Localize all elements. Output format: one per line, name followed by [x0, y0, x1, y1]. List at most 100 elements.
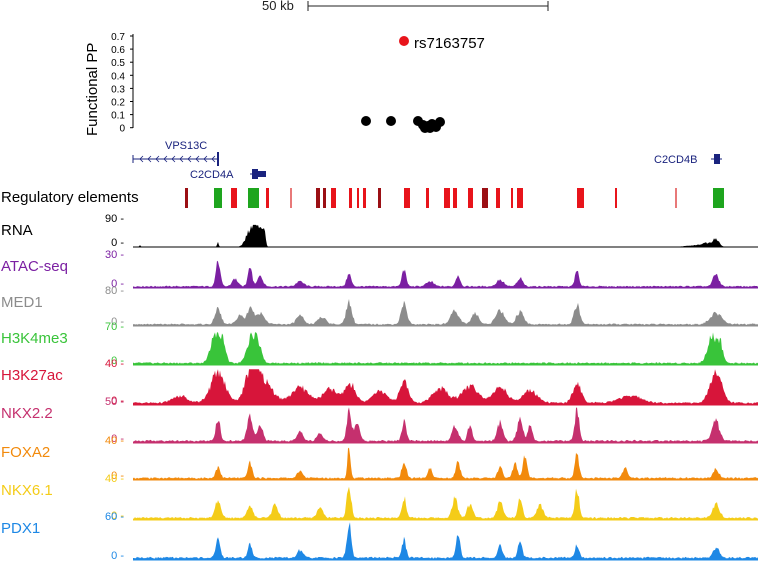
track-signal: [133, 407, 758, 443]
track-signal: [133, 224, 758, 247]
track-atac-seq: ATAC-seq 30 - 0 -: [1, 249, 758, 290]
track-zero-label: 0 -: [111, 470, 124, 482]
pp-tick-label: 0.7: [111, 32, 125, 43]
track-signal: [133, 332, 758, 365]
gene-label-vps13c: VPS13C: [165, 140, 207, 152]
regulatory-element: [404, 188, 410, 208]
track-max-label: 30 -: [105, 249, 124, 261]
regulatory-element: [378, 188, 381, 208]
regulatory-element: [468, 188, 473, 208]
regulatory-element: [444, 188, 450, 208]
regulatory-element: [482, 188, 488, 208]
regulatory-element: [323, 188, 326, 208]
track-signal: [133, 369, 758, 405]
pp-tick-label: 0.5: [111, 58, 125, 69]
regulatory-element: [517, 188, 523, 208]
regulatory-element: [496, 188, 500, 208]
track-name-label: NKX2.2: [1, 405, 53, 422]
track-signal: [133, 260, 758, 288]
track-name-label: NKX6.1: [1, 482, 53, 499]
track-signal: [133, 522, 758, 560]
pp-tick-label: 0: [119, 124, 125, 135]
track-max-label: 60 -: [105, 511, 124, 523]
track-zero-label: 0 -: [111, 395, 124, 407]
track-nkx2-2: NKX2.250 -0 -: [1, 396, 758, 445]
gene-track: VPS13C C2CD4A C2CD4B: [132, 140, 722, 181]
track-h3k4me3: H3K4me3 70 - 0 -: [1, 321, 758, 367]
regulatory-element: [185, 188, 188, 208]
track-max-label: 50 -: [105, 396, 124, 408]
regulatory-elements-label: Regulatory elements: [1, 189, 139, 206]
track-zero-label: 0 -: [111, 278, 124, 290]
track-max-label: 40 -: [105, 473, 124, 485]
pp-tick-label: 0.3: [111, 84, 125, 95]
gene-label-c2cd4b: C2CD4B: [654, 154, 697, 166]
track-zero-label: 0 -: [111, 550, 124, 562]
track-name-label: H3K4me3: [1, 330, 68, 347]
regulatory-element: [316, 188, 320, 208]
track-name-label: RNA: [1, 222, 33, 239]
pp-tick-label: 0.4: [111, 71, 125, 82]
track-name-label: FOXA2: [1, 444, 50, 461]
regulatory-element: [615, 188, 617, 208]
track-nkx6-1: NKX6.140 -0 -: [1, 473, 758, 522]
functional-pp-panel: Functional PP 0.7 0.6 0.5 0.4 0.3 0.2 0.1 0 rs7…: [84, 32, 485, 136]
track-signal: [133, 299, 758, 326]
regulatory-element: [349, 188, 352, 208]
pp-point: [425, 123, 435, 133]
regulatory-element: [453, 188, 457, 208]
regulatory-element: [675, 188, 677, 208]
pp-point: [361, 116, 371, 126]
regulatory-element: [290, 188, 292, 208]
c2cd4a-exon: [252, 169, 258, 179]
pp-point: [435, 117, 445, 127]
track-signal: [133, 447, 758, 480]
pp-axis-ticks: 0.7 0.6 0.5 0.4 0.3 0.2 0.1 0: [111, 32, 133, 135]
pp-tick-label: 0.1: [111, 111, 125, 122]
regulatory-element: [231, 188, 237, 208]
regulatory-elements-track: Regulatory elements: [1, 188, 724, 208]
track-name-label: H3K27ac: [1, 367, 63, 384]
c2cd4b-exon: [714, 154, 720, 164]
track-name-label: ATAC-seq: [1, 258, 68, 275]
regulatory-element: [713, 188, 724, 208]
track-zero-label: 0 -: [111, 510, 124, 522]
track-max-label: 90 -: [105, 213, 124, 225]
track-max-label: 40 -: [105, 358, 124, 370]
pp-points: [361, 116, 445, 133]
scale-bar: 50 kb: [262, 0, 549, 13]
track-max-label: 40 -: [105, 435, 124, 447]
track-max-label: 70 -: [105, 321, 124, 333]
track-zero-label: 0 -: [111, 433, 124, 445]
regulatory-element: [266, 188, 269, 208]
track-name-label: PDX1: [1, 520, 40, 537]
pp-tick-label: 0.6: [111, 45, 125, 56]
regulatory-element: [511, 188, 513, 208]
track-max-label: 80 -: [105, 285, 124, 297]
track-name-label: MED1: [1, 294, 43, 311]
track-zero-label: 0 -: [111, 355, 124, 367]
regulatory-element: [577, 188, 584, 208]
regulatory-element: [363, 188, 366, 208]
gene-label-c2cd4a: C2CD4A: [190, 169, 234, 181]
track-med1: MED1 80 - 0 -: [1, 285, 758, 328]
pp-point: [386, 116, 396, 126]
pp-tick-label: 0.2: [111, 98, 125, 109]
track-rna: RNA 90 - 0 -: [1, 213, 758, 249]
functional-pp-axis-label: Functional PP: [84, 43, 101, 136]
scale-bar-label: 50 kb: [262, 0, 294, 13]
regulatory-element: [248, 188, 259, 208]
track-signal: [133, 486, 758, 520]
regulatory-element: [214, 188, 222, 208]
highlight-snp-point: [399, 36, 409, 46]
track-zero-label: 0 -: [111, 316, 124, 328]
highlight-snp-label: rs7163757: [414, 35, 485, 52]
regulatory-element: [357, 188, 359, 208]
regulatory-element: [331, 188, 336, 208]
regulatory-element: [426, 188, 429, 208]
